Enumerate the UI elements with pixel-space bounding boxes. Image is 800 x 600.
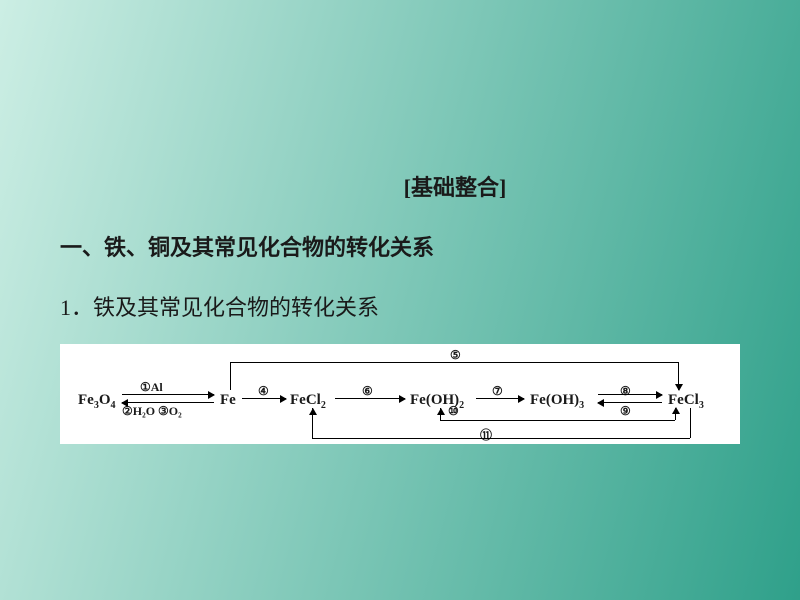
arrow-5 (598, 394, 662, 395)
node-feoh3: Fe(OH)3 (530, 392, 584, 411)
arrow-3 (335, 398, 405, 399)
path-path5-2 (678, 362, 679, 390)
label-l8: ⑧ (620, 384, 631, 399)
node-fe: Fe (220, 392, 236, 409)
reaction-diagram: Fe3O4FeFeCl2Fe(OH)2Fe(OH)3FeCl3①Al②H₂O ③… (60, 344, 740, 444)
label-l7: ⑦ (492, 384, 503, 399)
path-path5-1 (230, 362, 678, 363)
arrow-2 (242, 398, 286, 399)
heading-level-1: 一、铁、铜及其常见化合物的转化关系 (60, 230, 740, 262)
node-fe3o4: Fe3O4 (78, 392, 116, 411)
label-l10: ⑩ (448, 404, 459, 419)
path-path11-2 (690, 408, 691, 438)
label-l9: ⑨ (620, 404, 631, 419)
arrow-6 (598, 402, 662, 403)
label-l11: ⑪ (480, 426, 492, 443)
arrow-0 (122, 394, 214, 395)
heading-level-2: 1．铁及其常见化合物的转化关系 (60, 290, 740, 322)
label-l2: ②H₂O ③O₂ (122, 404, 182, 419)
path-path11-1 (312, 438, 690, 439)
arrow-4 (476, 398, 524, 399)
label-l4: ④ (258, 384, 269, 399)
path-path10-2 (675, 408, 676, 420)
label-l5: ⑤ (450, 348, 461, 363)
arrow-1 (122, 402, 214, 403)
label-l6: ⑥ (362, 384, 373, 399)
path-path10-1 (440, 420, 675, 421)
section-title: [基础整合] (60, 170, 740, 202)
path-path11-head (309, 408, 317, 415)
slide-content: [基础整合] 一、铁、铜及其常见化合物的转化关系 1．铁及其常见化合物的转化关系… (0, 0, 800, 444)
label-l1: ①Al (140, 380, 163, 395)
path-path5-0 (230, 362, 231, 390)
path-path10-head (437, 408, 445, 415)
